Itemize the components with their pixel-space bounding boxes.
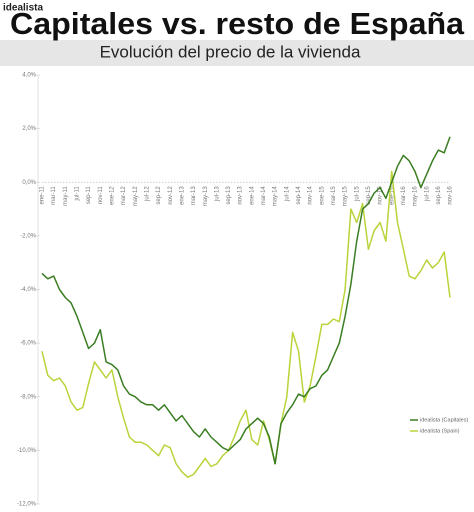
x-tick-label: jul-15 bbox=[354, 186, 360, 202]
x-tick-label: mar-11 bbox=[51, 186, 57, 205]
y-tick-label: -10,0% bbox=[17, 448, 37, 454]
x-tick-label: sep-14 bbox=[296, 186, 302, 205]
subtitle-band bbox=[0, 40, 474, 66]
x-tick-label: mar-14 bbox=[261, 186, 267, 206]
x-tick-label: mar-12 bbox=[121, 186, 127, 206]
legend-label: idealista (Spain) bbox=[420, 428, 460, 434]
x-tick-label: sep-16 bbox=[436, 186, 442, 205]
x-tick-label: nov-15 bbox=[378, 186, 384, 205]
y-tick-label: 0,0% bbox=[22, 180, 36, 186]
x-tick-label: may-12 bbox=[133, 186, 139, 207]
y-tick-label: 4,0% bbox=[22, 73, 36, 79]
x-tick-label: sep-15 bbox=[366, 186, 372, 205]
x-tick-label: ene-11 bbox=[40, 186, 46, 205]
series-line bbox=[41, 136, 451, 465]
legend-label: idealista (Capitales) bbox=[420, 417, 468, 423]
x-tick-label: nov-16 bbox=[448, 186, 454, 205]
y-tick-label: 2,0% bbox=[22, 126, 36, 132]
x-tick-label: may-13 bbox=[203, 186, 209, 207]
x-tick-label: may-14 bbox=[273, 186, 279, 207]
x-tick-label: ene-13 bbox=[179, 186, 185, 205]
x-tick-label: mar-15 bbox=[331, 186, 337, 206]
y-tick-label: -8,0% bbox=[20, 394, 36, 400]
x-tick-label: ene-14 bbox=[249, 186, 255, 205]
x-tick-label: jul-14 bbox=[284, 186, 290, 202]
chart-title: Capitales vs. resto de España bbox=[10, 6, 465, 41]
x-tick-label: sep-12 bbox=[156, 186, 162, 205]
x-tick-label: mar-13 bbox=[191, 186, 197, 206]
y-tick-label: -6,0% bbox=[20, 341, 36, 347]
series-line bbox=[41, 170, 451, 478]
x-tick-label: jul-12 bbox=[144, 186, 150, 202]
x-tick-label: nov-12 bbox=[168, 186, 174, 205]
x-tick-label: nov-11 bbox=[98, 186, 104, 205]
y-tick-label: -4,0% bbox=[20, 287, 36, 293]
x-tick-label: mar-16 bbox=[401, 186, 407, 206]
x-tick-label: nov-13 bbox=[238, 186, 244, 205]
x-tick-label: may-16 bbox=[413, 186, 419, 207]
x-tick-label: ene-15 bbox=[319, 186, 325, 205]
x-tick-label: sep-11 bbox=[86, 186, 92, 205]
x-tick-label: ene-12 bbox=[110, 186, 116, 205]
chart-subtitle: Evolución del precio de la vivienda bbox=[100, 42, 361, 61]
x-tick-label: sep-13 bbox=[226, 186, 232, 205]
x-tick-label: ene-16 bbox=[389, 186, 395, 205]
x-tick-label: jul-13 bbox=[214, 186, 220, 202]
y-tick-label: -12,0% bbox=[17, 502, 37, 508]
x-tick-label: jul-16 bbox=[424, 186, 430, 202]
brand: idealista bbox=[3, 3, 43, 14]
y-tick-label: -2,0% bbox=[20, 233, 36, 239]
x-tick-label: jul-11 bbox=[75, 186, 81, 202]
x-tick-label: may-15 bbox=[343, 186, 349, 207]
x-tick-label: may-11 bbox=[63, 186, 69, 206]
x-tick-label: nov-14 bbox=[308, 186, 314, 205]
